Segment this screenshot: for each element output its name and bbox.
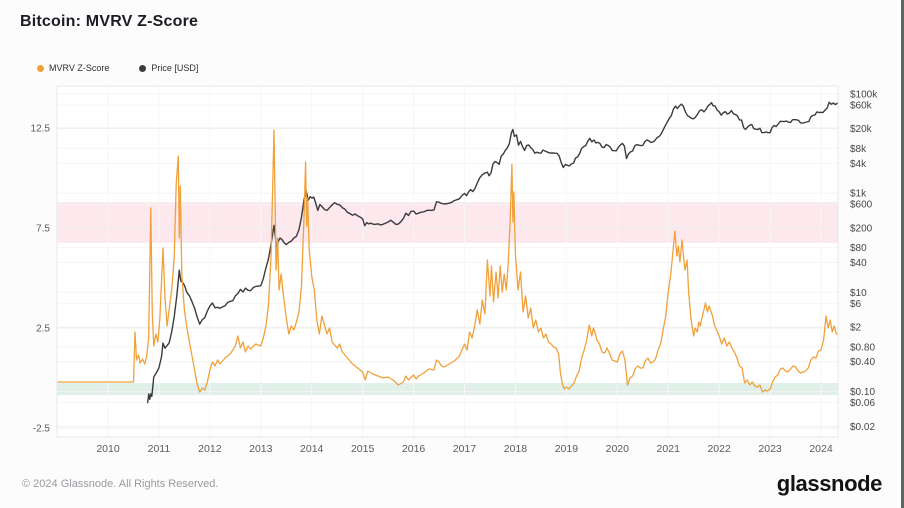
right-axis-tick: $2 <box>850 323 862 334</box>
x-axis-tick: 2017 <box>453 443 477 455</box>
right-axis-tick: $0.80 <box>850 342 875 353</box>
legend-dot-price-icon <box>139 64 147 72</box>
right-axis-tick: $100k <box>850 90 878 101</box>
x-axis-tick: 2022 <box>707 443 731 455</box>
right-axis-tick: $0.10 <box>850 387 875 398</box>
legend-label-mvrv: MVRV Z-Score <box>49 63 110 73</box>
legend-label-price: Price [USD] <box>151 63 199 73</box>
legend-item-price[interactable]: Price [USD] <box>139 63 198 73</box>
x-axis-tick: 2018 <box>504 443 528 455</box>
left-axis-tick: 2.5 <box>36 324 50 335</box>
window-edge-line <box>901 0 904 508</box>
copyright-text: © 2024 Glassnode. All Rights Reserved. <box>22 478 219 490</box>
undervalued-band <box>57 383 838 395</box>
x-axis-tick: 2010 <box>96 443 120 455</box>
right-axis-tick: $600 <box>850 200 873 211</box>
overvalued-band <box>57 202 838 243</box>
chart-legend: MVRV Z-Score Price [USD] <box>37 63 198 73</box>
price-line <box>146 101 838 404</box>
x-axis-tick: 2020 <box>606 443 630 455</box>
right-axis-tick: $40 <box>850 258 867 269</box>
x-axis-tick: 2012 <box>198 443 222 455</box>
glassnode-logo: glassnode <box>776 471 883 496</box>
x-axis-tick: 2024 <box>809 443 833 455</box>
x-axis-tick: 2013 <box>249 443 273 455</box>
x-axis-tick: 2015 <box>351 443 375 455</box>
right-axis-tick: $20k <box>850 124 873 135</box>
right-axis-tick: $80 <box>850 243 867 254</box>
right-axis-tick: $200 <box>850 223 873 234</box>
x-axis-tick: 2011 <box>148 443 171 455</box>
left-axis-tick: 7.5 <box>36 224 50 235</box>
page-title: Bitcoin: MVRV Z-Score <box>20 13 199 30</box>
legend-item-mvrv-zscore[interactable]: MVRV Z-Score <box>37 63 109 73</box>
right-axis-tick: $10 <box>850 288 867 299</box>
legend-dot-mvrv-icon <box>37 64 44 72</box>
x-axis-tick: 2023 <box>758 443 782 455</box>
plot-area <box>57 86 838 437</box>
plot-border <box>56 85 839 438</box>
left-axis-tick: 12.5 <box>31 124 51 135</box>
left-axis-tick: -2.5 <box>33 424 51 435</box>
right-axis-tick: $8k <box>850 144 867 155</box>
right-axis-tick: $0.02 <box>850 422 875 433</box>
x-axis-tick: 2019 <box>555 443 579 455</box>
mvrv-zscore-line <box>57 129 838 393</box>
right-axis-tick: $0.40 <box>850 357 875 368</box>
right-axis-tick: $6 <box>850 299 862 310</box>
x-axis-tick: 2014 <box>300 443 324 455</box>
right-axis-tick: $4k <box>850 159 867 170</box>
right-axis-tick: $1k <box>850 189 867 200</box>
right-axis-tick: $60k <box>850 101 873 112</box>
right-axis-tick: $0.06 <box>850 398 875 409</box>
x-axis-tick: 2016 <box>402 443 426 455</box>
x-axis-tick: 2021 <box>657 443 681 455</box>
